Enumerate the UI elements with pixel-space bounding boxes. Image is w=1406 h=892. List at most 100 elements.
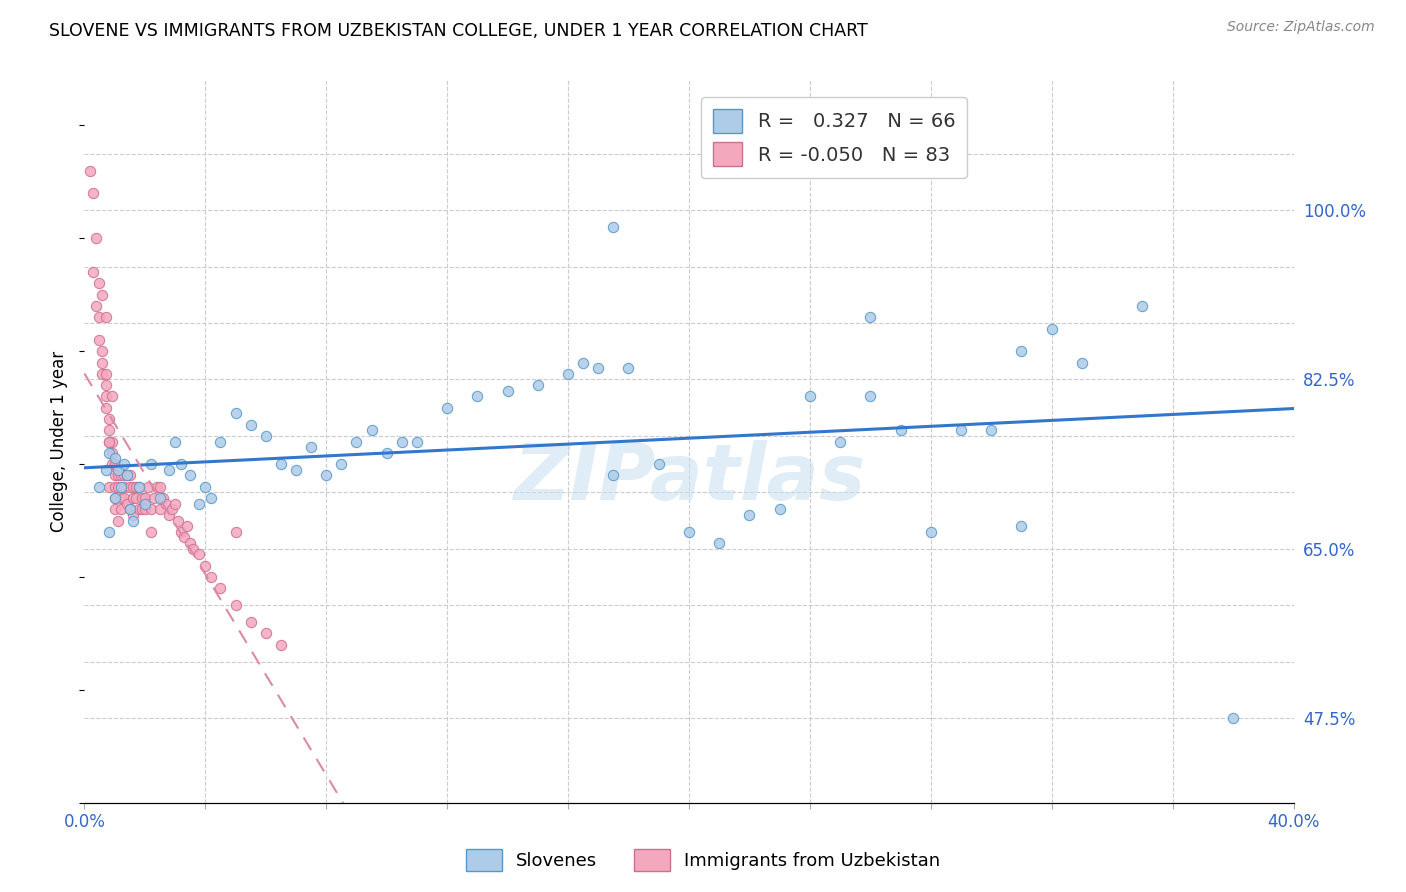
Point bbox=[121, 514, 143, 528]
Point bbox=[107, 468, 129, 483]
Point bbox=[225, 406, 247, 420]
Point bbox=[769, 502, 792, 516]
Point bbox=[97, 434, 120, 449]
Point bbox=[115, 497, 138, 511]
Point bbox=[467, 389, 489, 403]
Point bbox=[194, 480, 217, 494]
Point bbox=[1011, 519, 1033, 533]
Point bbox=[97, 446, 120, 460]
Point bbox=[82, 265, 104, 279]
Point bbox=[139, 524, 162, 539]
Point bbox=[104, 451, 127, 466]
Point bbox=[107, 463, 129, 477]
Point bbox=[94, 389, 117, 403]
Point bbox=[91, 344, 114, 359]
Point bbox=[1040, 321, 1063, 335]
Point bbox=[648, 457, 671, 471]
Point bbox=[134, 491, 156, 505]
Point bbox=[89, 333, 111, 347]
Point bbox=[200, 491, 222, 505]
Point bbox=[94, 401, 117, 415]
Point bbox=[239, 615, 262, 629]
Point bbox=[112, 457, 135, 471]
Point bbox=[149, 502, 172, 516]
Y-axis label: College, Under 1 year: College, Under 1 year bbox=[51, 351, 69, 533]
Point bbox=[188, 548, 211, 562]
Point bbox=[100, 457, 122, 471]
Point bbox=[107, 480, 129, 494]
Point bbox=[572, 355, 595, 369]
Point bbox=[496, 384, 519, 398]
Point bbox=[920, 524, 942, 539]
Point bbox=[104, 491, 127, 505]
Point bbox=[91, 287, 114, 301]
Point bbox=[128, 480, 150, 494]
Point bbox=[200, 570, 222, 584]
Point bbox=[165, 434, 187, 449]
Point bbox=[115, 468, 138, 483]
Point bbox=[225, 599, 247, 613]
Point bbox=[97, 412, 120, 426]
Legend: R =   0.327   N = 66, R = -0.050   N = 83: R = 0.327 N = 66, R = -0.050 N = 83 bbox=[702, 97, 967, 178]
Point bbox=[110, 491, 132, 505]
Point bbox=[299, 440, 322, 454]
Point bbox=[738, 508, 761, 522]
Point bbox=[89, 480, 111, 494]
Point bbox=[194, 558, 217, 573]
Point bbox=[91, 355, 114, 369]
Point bbox=[94, 310, 117, 325]
Point bbox=[557, 367, 579, 381]
Point bbox=[830, 434, 852, 449]
Point bbox=[121, 480, 143, 494]
Point bbox=[110, 468, 132, 483]
Point bbox=[118, 480, 141, 494]
Point bbox=[709, 536, 731, 550]
Text: SLOVENE VS IMMIGRANTS FROM UZBEKISTAN COLLEGE, UNDER 1 YEAR CORRELATION CHART: SLOVENE VS IMMIGRANTS FROM UZBEKISTAN CO… bbox=[49, 22, 868, 40]
Point bbox=[118, 502, 141, 516]
Point bbox=[121, 508, 143, 522]
Point bbox=[406, 434, 429, 449]
Point bbox=[134, 497, 156, 511]
Point bbox=[149, 491, 172, 505]
Point bbox=[254, 429, 277, 443]
Point bbox=[110, 502, 132, 516]
Point bbox=[950, 423, 973, 437]
Point bbox=[588, 361, 610, 376]
Point bbox=[121, 491, 143, 505]
Point bbox=[176, 519, 198, 533]
Point bbox=[617, 361, 640, 376]
Point bbox=[209, 434, 232, 449]
Point bbox=[94, 463, 117, 477]
Point bbox=[170, 457, 193, 471]
Point bbox=[115, 468, 138, 483]
Point bbox=[134, 502, 156, 516]
Point bbox=[170, 524, 193, 539]
Point bbox=[91, 367, 114, 381]
Point bbox=[155, 497, 177, 511]
Point bbox=[980, 423, 1002, 437]
Point bbox=[118, 502, 141, 516]
Point bbox=[239, 417, 262, 432]
Point bbox=[104, 468, 127, 483]
Point bbox=[104, 491, 127, 505]
Point bbox=[890, 423, 912, 437]
Point bbox=[527, 378, 550, 392]
Point bbox=[346, 434, 368, 449]
Text: Source: ZipAtlas.com: Source: ZipAtlas.com bbox=[1227, 20, 1375, 34]
Point bbox=[167, 514, 190, 528]
Point bbox=[104, 457, 127, 471]
Point bbox=[112, 468, 135, 483]
Point bbox=[104, 480, 127, 494]
Point bbox=[97, 480, 120, 494]
Point bbox=[100, 434, 122, 449]
Point bbox=[142, 491, 165, 505]
Point bbox=[79, 163, 101, 178]
Point bbox=[89, 277, 111, 291]
Point bbox=[125, 480, 148, 494]
Point bbox=[360, 423, 382, 437]
Point bbox=[165, 497, 187, 511]
Point bbox=[100, 389, 122, 403]
Point bbox=[104, 502, 127, 516]
Point bbox=[149, 480, 172, 494]
Point bbox=[94, 378, 117, 392]
